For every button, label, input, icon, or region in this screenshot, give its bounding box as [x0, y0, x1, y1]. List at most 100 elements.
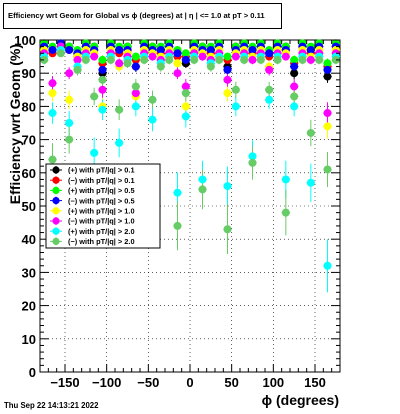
data-point — [265, 65, 274, 74]
data-point — [198, 185, 207, 194]
legend-entry-label: (−) with pT/|q| > 0.1 — [68, 176, 135, 185]
legend-entry-label: (+) with pT/|q| > 0.5 — [68, 186, 135, 195]
data-point — [173, 59, 182, 68]
data-point — [240, 55, 249, 64]
data-point — [190, 55, 199, 64]
data-point — [131, 62, 140, 71]
legend-marker — [52, 217, 60, 225]
data-point — [323, 109, 332, 118]
data-point — [131, 82, 140, 91]
legend-marker — [52, 186, 60, 194]
data-point — [148, 95, 157, 104]
data-point — [181, 112, 190, 121]
data-point — [215, 55, 224, 64]
data-point — [223, 225, 232, 234]
data-point — [198, 52, 207, 61]
data-point — [306, 45, 315, 54]
y-axis-title: Efficiency wrt Geom (%) — [7, 44, 23, 204]
data-point — [131, 89, 140, 98]
data-point — [256, 55, 265, 64]
y-tick-label: 100 — [14, 33, 36, 48]
legend: (+) with pT/|q| > 0.1(−) with pT/|q| > 0… — [45, 163, 161, 249]
data-point — [65, 69, 74, 78]
data-point — [231, 102, 240, 111]
y-tick-label: 30 — [22, 265, 36, 280]
data-point — [315, 55, 324, 64]
data-point — [331, 55, 340, 64]
data-point — [98, 65, 107, 74]
data-point — [98, 85, 107, 94]
data-point — [306, 55, 315, 64]
data-point — [48, 89, 57, 98]
y-tick-label: 80 — [22, 99, 36, 114]
data-point — [323, 72, 332, 81]
data-point — [265, 49, 274, 58]
data-point — [40, 55, 49, 64]
legend-entry-label: (−) with pT/|q| > 0.5 — [68, 196, 135, 205]
y-tick-label: 50 — [22, 199, 36, 214]
x-tick-label: −100 — [92, 375, 121, 390]
data-point — [173, 69, 182, 78]
data-point — [206, 45, 215, 54]
legend-marker — [52, 237, 60, 245]
data-point — [248, 55, 257, 64]
data-point — [81, 55, 90, 64]
data-point — [156, 62, 165, 71]
data-point — [148, 115, 157, 124]
data-point — [173, 221, 182, 230]
data-point — [98, 75, 107, 84]
data-point — [48, 79, 57, 88]
data-point — [323, 165, 332, 174]
legend-frame — [45, 163, 161, 249]
data-point — [290, 102, 299, 111]
data-point — [323, 122, 332, 131]
data-point — [90, 52, 99, 61]
data-point — [123, 59, 132, 68]
data-point — [298, 55, 307, 64]
data-point — [248, 45, 257, 54]
chart-title: Efficiency wrt Geom for Global vs ϕ (deg… — [3, 3, 282, 29]
data-point — [181, 49, 190, 58]
legend-entry-label: (+) with pT/|q| > 2.0 — [68, 227, 135, 236]
data-point — [306, 178, 315, 187]
x-axis-title: ϕ (degrees) — [262, 392, 339, 408]
data-point — [290, 82, 299, 91]
data-point — [73, 65, 82, 74]
data-point — [290, 92, 299, 101]
data-point — [281, 175, 290, 184]
y-tick-label: 60 — [22, 166, 36, 181]
data-point — [265, 85, 274, 94]
data-point — [165, 55, 174, 64]
data-point — [131, 52, 140, 61]
data-point — [173, 49, 182, 58]
data-point — [306, 128, 315, 137]
data-point — [48, 109, 57, 118]
x-tick-label: 50 — [224, 375, 238, 390]
data-point — [140, 55, 149, 64]
data-point — [281, 208, 290, 217]
timestamp: Thu Sep 22 14:13:21 2022 — [4, 401, 99, 410]
data-point — [223, 89, 232, 98]
data-point — [115, 105, 124, 114]
data-point — [148, 52, 157, 61]
data-point — [290, 62, 299, 71]
data-point — [181, 55, 190, 64]
data-point — [281, 52, 290, 61]
legend-marker — [52, 207, 60, 215]
legend-entry-label: (+) with pT/|q| > 0.1 — [68, 166, 135, 175]
data-point — [98, 105, 107, 114]
legend-marker — [52, 197, 60, 205]
data-point — [181, 82, 190, 91]
data-point — [73, 55, 82, 64]
legend-entry-label: (−) with pT/|q| > 1.0 — [68, 217, 135, 226]
data-point — [181, 102, 190, 111]
legend-marker — [52, 166, 60, 174]
legend-marker — [52, 176, 60, 184]
data-point — [115, 138, 124, 147]
data-point — [173, 188, 182, 197]
legend-marker — [52, 227, 60, 235]
data-point — [48, 45, 57, 54]
data-point — [323, 261, 332, 270]
data-point — [98, 55, 107, 64]
